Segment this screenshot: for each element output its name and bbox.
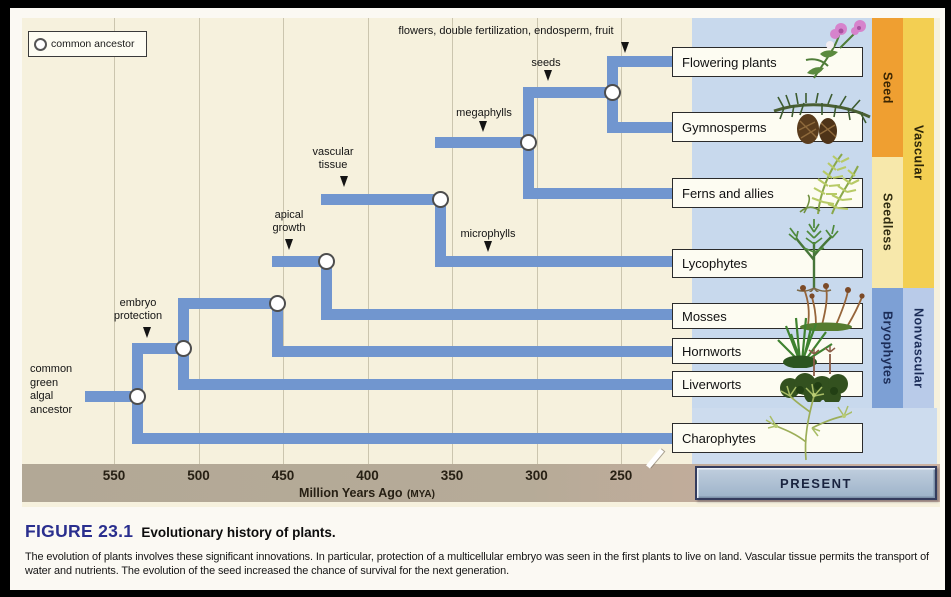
taxon-box-lycophytes: Lycophytes [672,249,863,278]
taxon-label: Flowering plants [682,54,777,70]
seed-band-label: Seed [880,71,895,104]
innovation-megaphylls-label: megaphylls [456,107,512,119]
common-ancestor-node [174,339,192,357]
innovation-apical-growth-label: apical growth [272,209,306,234]
taxon-label: Mosses [682,308,727,324]
branch-flowering-plants [606,55,678,67]
gridline [198,18,200,464]
axis-label-text: Million Years Ago [299,486,403,500]
axis-label: Million Years Ago (MYA) [299,484,435,502]
gridline [452,18,453,464]
legend-label: common ancestor [51,38,135,50]
common-ancestor-node [519,133,537,151]
taxon-label: Liverworts [682,376,742,392]
legend-box: common ancestor [28,31,147,57]
taxon-label: Gymnosperms [682,119,767,135]
tick-450: 450 [271,468,295,483]
gridline [536,18,538,464]
bryophytes-band: Bryophytes [872,288,903,408]
vascular-band-label: Vascular [911,125,926,181]
figure-number-label: FIGURE 23.1 [25,521,134,541]
seeds-arrow-icon [544,70,552,81]
megaphylls-arrow-icon [479,121,487,132]
branch-hornworts [271,345,678,357]
common-ancestor-node [431,190,449,208]
branch-liverworts [177,378,678,390]
vascular-tissue-arrow-icon [340,176,348,187]
branch-apical-growth [271,255,332,267]
tick-500: 500 [187,468,210,483]
flowers-arrow-icon [621,42,629,53]
taxon-label: Hornworts [682,343,742,359]
common-ancestor-node [268,294,286,312]
seedless-band: Seedless [872,157,903,288]
tick-550: 550 [102,468,126,483]
tick-400: 400 [356,468,379,483]
bryophytes-band-label: Bryophytes [880,311,895,385]
branch-gymnosperms [606,121,678,133]
branch-riser-c [271,297,283,357]
taxon-label: Charophytes [682,430,756,446]
branch-root-stub [85,390,143,402]
present-label: PRESENT [780,475,852,491]
gridline [283,18,284,464]
nonvascular-band-label: Nonvascular [911,307,926,389]
branch-mosses [320,308,678,320]
taxon-box-charophytes: Charophytes [672,423,863,453]
caption-heading: FIGURE 23.1 Evolutionary history of plant… [25,521,336,542]
caption-body: The evolution of plants involves these s… [25,551,929,577]
gridline [621,18,622,464]
branch-ferns [522,187,678,199]
innovation-vascular-tissue-label: vascular tissue [312,146,354,171]
tick-350: 350 [440,468,464,483]
taxon-box-flowering-plants: Flowering plants [672,47,863,77]
innovation-microphylls-label: microphylls [460,228,516,240]
gridline [114,18,115,464]
branch-seeds [522,86,618,98]
axis-label-suffix: (MYA) [406,489,435,500]
taxon-box-ferns: Ferns and allies [672,178,863,208]
innovation-flowers-label: flowers, double fertilization, endosperm… [398,25,614,37]
branch-riser-d [320,255,332,320]
phylogeny-panel: Seed Seedless Vascular Bryophytes Nonvas… [22,18,940,507]
common-ancestor-icon [34,37,47,51]
taxon-box-liverworts: Liverworts [672,371,863,397]
innovation-embryo-protection-label: embryo protection [113,297,163,322]
branch-riser-e [434,193,446,267]
taxon-label: Lycophytes [682,256,748,271]
tick-250: 250 [609,468,633,483]
taxon-box-mosses: Mosses [672,303,863,329]
microphylls-arrow-icon [484,241,492,252]
tick-300: 300 [525,468,548,483]
nonvascular-band: Nonvascular [903,288,934,408]
present-box: PRESENT [695,466,937,500]
common-ancestor-node [128,387,146,405]
taxon-box-hornworts: Hornworts [672,338,863,364]
taxon-box-gymnosperms: Gymnosperms [672,112,863,142]
seedless-band-label: Seedless [880,193,895,252]
innovation-seeds-label: seeds [531,57,561,69]
vascular-band: Vascular [903,18,934,288]
branch-megaphylls [434,136,534,148]
apical-growth-arrow-icon [285,239,293,250]
taxon-label: Ferns and allies [682,185,774,201]
branch-charophytes [131,432,678,444]
branch-embryo-protection [131,342,189,354]
seed-band: Seed [872,18,903,157]
embryo-protection-arrow-icon [143,327,151,338]
root-ancestor-label: common green algal ancestor [30,363,73,416]
common-ancestor-node [317,252,335,270]
branch-lycophytes [434,255,678,267]
branch-b-to-c [177,297,283,309]
figure-title: Evolutionary history of plants. [141,525,336,540]
branch-vascular-tissue [320,193,446,205]
common-ancestor-node [603,83,621,101]
gridline [367,18,369,464]
